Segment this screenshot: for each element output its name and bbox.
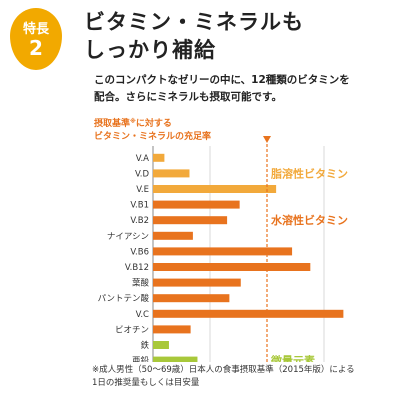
bar (153, 200, 240, 209)
category-label: V.C (136, 310, 149, 320)
bar (153, 231, 193, 240)
bar (153, 325, 191, 334)
bar (153, 278, 241, 287)
category-label: V.B6 (130, 247, 149, 257)
chart-title-superscript: ※ (130, 118, 136, 125)
bar (153, 294, 230, 303)
category-label: 亜鉛 (132, 356, 150, 362)
bar (153, 169, 190, 178)
chart-title-line-1: 摂取基準※に対する (94, 117, 172, 129)
category-label: ナイアシン (107, 232, 149, 242)
group-label: 水溶性ビタミン (271, 213, 348, 227)
chart-title-part: 摂取基準 (94, 117, 130, 129)
chart-title-line-2: ビタミン・ミネラルの充足率 (94, 130, 211, 142)
chart-svg: 摂取基準※に対する ビタミン・ミネラルの充足率 0%50%100%150%V.A… (94, 117, 348, 400)
category-label: V.B12 (125, 263, 149, 273)
category-label: ビオチン (115, 325, 149, 335)
bar (153, 309, 344, 318)
footnote: ※成人男性（50〜69歳）日本人の食事摂取基準（2015年版）による 1日の推奨… (92, 364, 355, 390)
bar (153, 356, 198, 365)
feature-badge-label: 特長 (22, 22, 49, 37)
category-label: V.E (136, 185, 149, 195)
category-label: 葉酸 (132, 278, 150, 289)
chart-title-part: に対する (136, 117, 172, 129)
group-label: 微量元素 (270, 354, 315, 362)
headline-line-1: ビタミン・ミネラルも (84, 10, 304, 34)
headline-line-2: しっかり補給 (84, 38, 216, 62)
description: このコンパクトなゼリーの中に、12種類のビタミンを 配合。さらにミネラルも摂取可… (94, 72, 350, 106)
category-label: V.D (135, 169, 149, 179)
footnote-line-2: 1日の推奨量もしくは目安量 (92, 378, 200, 388)
bar (153, 185, 277, 193)
category-label: V.A (136, 154, 149, 164)
feature-badge: 特長 2 (10, 8, 62, 70)
bar (153, 247, 293, 256)
category-label: パントテン酸 (98, 293, 150, 304)
reference-marker (263, 136, 271, 143)
group-label: 脂溶性ビタミン (270, 166, 348, 180)
category-label: V.B1 (130, 201, 149, 211)
footnote-line-1: ※成人男性（50〜69歳）日本人の食事摂取基準（2015年版）による (92, 365, 355, 375)
category-label: V.B2 (130, 216, 149, 226)
vitamin-mineral-chart: 摂取基準※に対する ビタミン・ミネラルの充足率 0%50%100%150%V.A… (0, 112, 400, 400)
bar (153, 263, 311, 271)
headline: ビタミン・ミネラルも しっかり補給 (84, 8, 304, 64)
description-line-2: 配合。さらにミネラルも摂取可能です。 (94, 91, 282, 103)
category-label: 鉄 (140, 340, 149, 351)
bar (153, 341, 169, 349)
feature-badge-number: 2 (29, 36, 43, 60)
bar (153, 153, 165, 162)
bar (153, 216, 228, 225)
description-line-1: このコンパクトなゼリーの中に、12種類のビタミンを (94, 74, 350, 86)
